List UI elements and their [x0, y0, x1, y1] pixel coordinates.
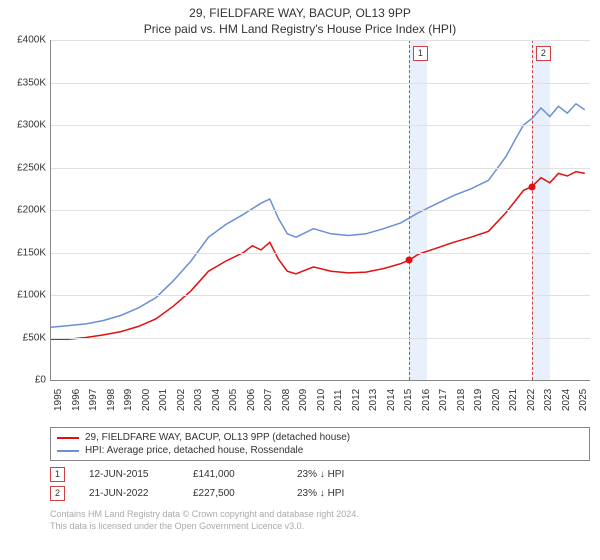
sale-price: £227,500 — [193, 488, 273, 499]
sale-row: 2 21-JUN-2022 £227,500 23% ↓ HPI — [50, 484, 590, 503]
plot-area: £0£50K£100K£150K£200K£250K£300K£350K£400… — [50, 40, 590, 381]
x-tick-label: 2015 — [403, 389, 414, 411]
legend: 29, FIELDFARE WAY, BACUP, OL13 9PP (deta… — [50, 427, 590, 461]
x-tick-label: 2002 — [176, 389, 187, 411]
y-tick-label: £50K — [6, 332, 46, 343]
x-tick-label: 2008 — [281, 389, 292, 411]
x-tick-label: 2004 — [211, 389, 222, 411]
gridline — [51, 338, 590, 339]
y-tick-label: £200K — [6, 205, 46, 216]
sale-delta: 23% ↓ HPI — [297, 469, 377, 480]
gridline — [51, 40, 590, 41]
sale-delta: 23% ↓ HPI — [297, 488, 377, 499]
y-tick-label: £400K — [6, 35, 46, 46]
x-tick-label: 1999 — [123, 389, 134, 411]
sale-date: 21-JUN-2022 — [89, 488, 169, 499]
footnote: Contains HM Land Registry data © Crown c… — [50, 509, 590, 532]
gridline — [51, 253, 590, 254]
legend-label: 29, FIELDFARE WAY, BACUP, OL13 9PP (deta… — [85, 432, 350, 443]
legend-swatch — [57, 450, 79, 452]
series-hpi — [51, 104, 585, 327]
x-tick-label: 2025 — [578, 389, 589, 411]
x-tick-label: 2013 — [368, 389, 379, 411]
x-tick-label: 2014 — [386, 389, 397, 411]
y-tick-label: £100K — [6, 290, 46, 301]
y-tick-label: £300K — [6, 120, 46, 131]
y-tick-label: £150K — [6, 247, 46, 258]
gridline — [51, 125, 590, 126]
x-tick-label: 1996 — [71, 389, 82, 411]
y-tick-label: £250K — [6, 162, 46, 173]
x-tick-label: 1995 — [53, 389, 64, 411]
x-tick-label: 2019 — [473, 389, 484, 411]
x-tick-label: 2005 — [228, 389, 239, 411]
series-price_paid — [51, 172, 585, 340]
x-tick-label: 2017 — [438, 389, 449, 411]
legend-label: HPI: Average price, detached house, Ross… — [85, 445, 303, 456]
x-tick-label: 2024 — [561, 389, 572, 411]
gridline — [51, 168, 590, 169]
sale-row: 1 12-JUN-2015 £141,000 23% ↓ HPI — [50, 465, 590, 484]
gridline — [51, 210, 590, 211]
x-tick-label: 2021 — [508, 389, 519, 411]
chart-title: 29, FIELDFARE WAY, BACUP, OL13 9PP — [0, 0, 600, 20]
sale-row-marker: 2 — [50, 486, 65, 501]
x-tick-label: 2012 — [351, 389, 362, 411]
x-tick-label: 2006 — [246, 389, 257, 411]
x-tick-label: 2023 — [543, 389, 554, 411]
x-tick-label: 2009 — [298, 389, 309, 411]
x-tick-label: 1997 — [88, 389, 99, 411]
gridline — [51, 83, 590, 84]
x-tick-label: 1998 — [106, 389, 117, 411]
y-tick-label: £350K — [6, 77, 46, 88]
legend-row: 29, FIELDFARE WAY, BACUP, OL13 9PP (deta… — [57, 431, 583, 444]
y-tick-label: £0 — [6, 375, 46, 386]
footnote-line: This data is licensed under the Open Gov… — [50, 521, 590, 533]
x-tick-label: 2003 — [193, 389, 204, 411]
sale-marker: 1 — [413, 46, 428, 61]
x-tick-label: 2011 — [333, 389, 344, 411]
x-tick-label: 2022 — [526, 389, 537, 411]
legend-swatch — [57, 437, 79, 439]
sale-dot — [528, 183, 535, 190]
sales-table: 1 12-JUN-2015 £141,000 23% ↓ HPI 2 21-JUN-202… — [50, 465, 590, 503]
footnote-line: Contains HM Land Registry data © Crown c… — [50, 509, 590, 521]
sale-dot — [405, 257, 412, 264]
sale-price: £141,000 — [193, 469, 273, 480]
chart-container: 29, FIELDFARE WAY, BACUP, OL13 9PP Price… — [0, 0, 600, 560]
legend-row: HPI: Average price, detached house, Ross… — [57, 444, 583, 457]
sale-row-marker: 1 — [50, 467, 65, 482]
x-tick-label: 2020 — [491, 389, 502, 411]
sale-date: 12-JUN-2015 — [89, 469, 169, 480]
x-tick-label: 2000 — [141, 389, 152, 411]
sale-marker: 2 — [536, 46, 551, 61]
gridline — [51, 295, 590, 296]
x-tick-label: 2010 — [316, 389, 327, 411]
x-tick-label: 2001 — [158, 389, 169, 411]
x-tick-label: 2016 — [421, 389, 432, 411]
x-tick-label: 2007 — [263, 389, 274, 411]
x-tick-label: 2018 — [456, 389, 467, 411]
x-axis-labels: 1995 1996 1997 1998 1999 2000 2001 2002 2003 2004… — [50, 381, 590, 421]
chart-subtitle: Price paid vs. HM Land Registry's House … — [0, 20, 600, 40]
